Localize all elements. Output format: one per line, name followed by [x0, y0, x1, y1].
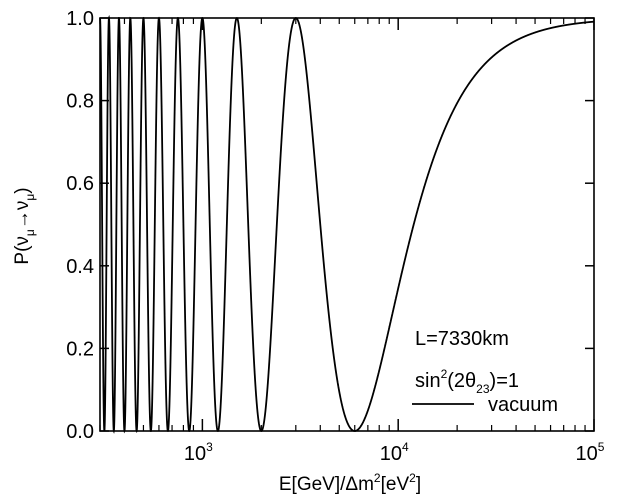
x-tick-label: 105 [576, 440, 605, 465]
y-tick-label: 0.8 [66, 91, 94, 113]
x-tick-label: 103 [184, 440, 213, 465]
baseline-annotation: L=7330km [415, 328, 509, 350]
mixing-annotation: sin2(2θ23)=1 [415, 367, 519, 396]
series-line-vacuum [99, 14, 595, 434]
plot-frame [99, 17, 595, 432]
x-tick-label: 104 [380, 440, 409, 465]
x-axis-ticks: 103 104 105 [99, 18, 605, 465]
y-tick-label: 1.0 [66, 8, 94, 30]
y-tick-label: 0.4 [66, 256, 94, 278]
y-axis-label: P(νμ→νμ) [12, 187, 37, 264]
y-tick-label: 0.2 [66, 338, 94, 360]
y-tick-label: 0.0 [66, 421, 94, 443]
y-axis-ticks: 0.0 0.2 0.4 0.6 0.8 1.0 [66, 8, 594, 443]
y-tick-label: 0.6 [66, 173, 94, 195]
x-axis-label: E[GeV]/Δm2[eV2] [279, 471, 421, 495]
legend-label-vacuum: vacuum [488, 394, 558, 416]
